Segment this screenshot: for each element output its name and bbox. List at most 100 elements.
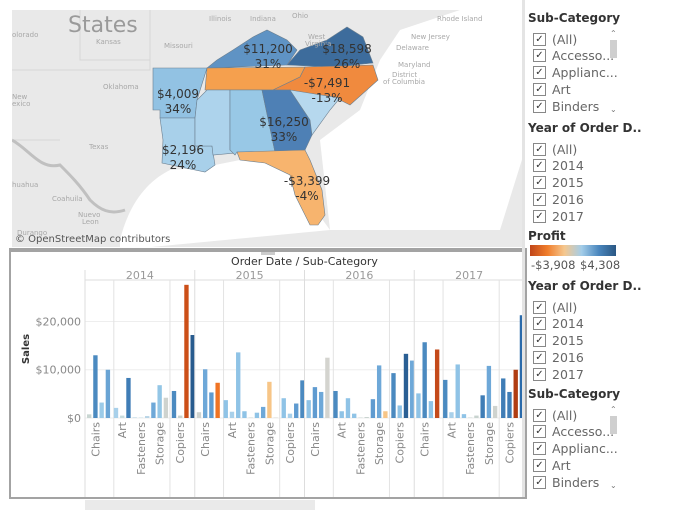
sales-bar: [376, 365, 382, 418]
profit-ratio: -4%: [295, 189, 319, 203]
filter-item-label: 2015: [552, 333, 584, 349]
sales-bar: [209, 392, 214, 418]
x-tick-label: Art: [445, 421, 458, 438]
filter-checkbox-item[interactable]: ✓ Binders: [533, 474, 599, 490]
place-label: Ohio: [292, 12, 309, 20]
filter-scrollbar[interactable]: [610, 416, 617, 434]
filter-checkbox-item[interactable]: ✓ 2016: [533, 191, 584, 207]
checkbox-checked-icon[interactable]: ✓: [533, 49, 546, 63]
profit-value: $18,598: [322, 42, 372, 56]
sales-bar: [325, 357, 330, 418]
filter-checkbox-item[interactable]: ✓ Art: [533, 81, 571, 97]
filter-checkbox-item[interactable]: ✓ Art: [533, 457, 571, 473]
sales-bar: [422, 342, 427, 418]
sales-bar: [434, 349, 440, 418]
state-kentucky: [206, 29, 298, 69]
sales-bar: [352, 413, 357, 418]
horizontal-scrollbar[interactable]: [85, 500, 315, 510]
scroll-down-icon[interactable]: ⌄: [610, 481, 617, 490]
filter-checkbox-item[interactable]: ✓ 2015: [533, 175, 584, 191]
place-label: New: [12, 93, 28, 101]
filter-title: Sub-Category: [528, 387, 621, 401]
filter-checkbox-item[interactable]: ✓ Applianc...: [533, 65, 618, 81]
sales-bar: [333, 390, 338, 418]
checkbox-checked-icon[interactable]: ✓: [533, 159, 546, 173]
x-tick-label: Art: [226, 421, 239, 438]
filter-checkbox-item[interactable]: ✓ (All): [533, 31, 577, 47]
x-tick-label: Storage: [373, 422, 386, 465]
checkbox-checked-icon[interactable]: ✓: [533, 32, 546, 46]
checkbox-checked-icon[interactable]: ✓: [533, 317, 546, 331]
checkbox-checked-icon[interactable]: ✓: [533, 367, 546, 381]
checkbox-checked-icon[interactable]: ✓: [533, 142, 546, 156]
checkbox-checked-icon[interactable]: ✓: [533, 300, 546, 314]
sales-bar: [281, 398, 286, 418]
filter-item-label: 2016: [552, 349, 584, 365]
filter-checkbox-item[interactable]: ✓ 2017: [533, 208, 584, 224]
sales-bar: [519, 315, 525, 418]
y-axis-title: Sales: [21, 334, 32, 364]
filter-checkbox-item[interactable]: ✓ (All): [533, 407, 577, 423]
state-profit-label: -$7,491 -13%: [304, 76, 350, 106]
map-view[interactable]: States Illinois Indiana Ohio Missouri Kansas…: [12, 10, 525, 247]
sales-bar: [223, 400, 228, 418]
filter-checkbox-item[interactable]: ✓ (All): [533, 141, 577, 157]
x-tick-label: Fasteners: [464, 422, 477, 475]
filter-checkbox-item[interactable]: ✓ 2014: [533, 158, 584, 174]
filter-scrollbar[interactable]: [610, 40, 617, 58]
y-tick-label: $10,000: [36, 364, 82, 377]
scroll-down-icon[interactable]: ⌄: [610, 105, 617, 114]
scroll-up-icon[interactable]: ⌃: [610, 405, 617, 414]
checkbox-checked-icon[interactable]: ✓: [533, 350, 546, 364]
checkbox-checked-icon[interactable]: ✓: [533, 334, 546, 348]
sales-bar: [105, 369, 111, 418]
checkbox-checked-icon[interactable]: ✓: [533, 82, 546, 96]
checkbox-checked-icon[interactable]: ✓: [533, 176, 546, 190]
filter-checkbox-item[interactable]: ✓ 2015: [533, 333, 584, 349]
x-tick-label: Chairs: [419, 422, 432, 457]
sales-bar: [492, 405, 498, 418]
place-label: District: [392, 71, 418, 79]
filter-checkbox-item[interactable]: ✓ Accesso...: [533, 48, 614, 64]
sales-bar: [416, 393, 421, 418]
checkbox-checked-icon[interactable]: ✓: [533, 66, 546, 80]
sales-bar: [480, 395, 485, 418]
checkbox-checked-icon[interactable]: ✓: [533, 209, 546, 223]
checkbox-checked-icon[interactable]: ✓: [533, 192, 546, 206]
sales-bar: [318, 391, 324, 418]
profit-value: $4,009: [157, 87, 199, 101]
profit-ratio: 34%: [164, 102, 192, 116]
profit-ratio: -13%: [311, 91, 343, 105]
filter-checkbox-item[interactable]: ✓ Applianc...: [533, 441, 618, 457]
sales-bar-chart-panel[interactable]: Order Date / Sub-Category $0 $10,000 $20,00…: [9, 248, 527, 499]
filter-checkbox-item[interactable]: ✓ Binders: [533, 98, 599, 114]
profit-max-label: $4,308: [580, 258, 621, 272]
sales-bar: [455, 364, 460, 418]
filter-checkbox-item[interactable]: ✓ 2014: [533, 316, 584, 332]
state-shapes: [12, 10, 525, 247]
y-tick-label: $0: [67, 412, 81, 425]
profit-ratio: 31%: [254, 57, 282, 71]
map-attribution[interactable]: © OpenStreetMap contributors: [15, 234, 171, 245]
filter-checkbox-item[interactable]: ✓ Accesso...: [533, 424, 614, 440]
sales-bar: [287, 413, 293, 418]
scroll-up-icon[interactable]: ⌃: [610, 29, 617, 38]
checkbox-checked-icon[interactable]: ✓: [533, 425, 546, 439]
filter-title: Year of Order D..: [528, 279, 642, 293]
filter-checkbox-item[interactable]: ✓ 2017: [533, 366, 584, 382]
x-tick-label: Art: [116, 421, 129, 438]
place-label: Nuevo: [78, 211, 101, 219]
checkbox-checked-icon[interactable]: ✓: [533, 99, 546, 113]
sales-bar: [229, 411, 235, 418]
checkbox-checked-icon[interactable]: ✓: [533, 408, 546, 422]
filter-checkbox-item[interactable]: ✓ (All): [533, 299, 577, 315]
filter-item-label: Art: [552, 457, 571, 473]
filter-checkbox-item[interactable]: ✓ 2016: [533, 349, 584, 365]
state-profit-label: $11,200 31%: [243, 42, 293, 72]
x-tick-label: Chairs: [199, 422, 212, 457]
checkbox-checked-icon[interactable]: ✓: [533, 442, 546, 456]
checkbox-checked-icon[interactable]: ✓: [533, 458, 546, 472]
place-label: Indiana: [250, 15, 276, 23]
checkbox-checked-icon[interactable]: ✓: [533, 475, 546, 489]
sales-bar: [87, 414, 92, 418]
